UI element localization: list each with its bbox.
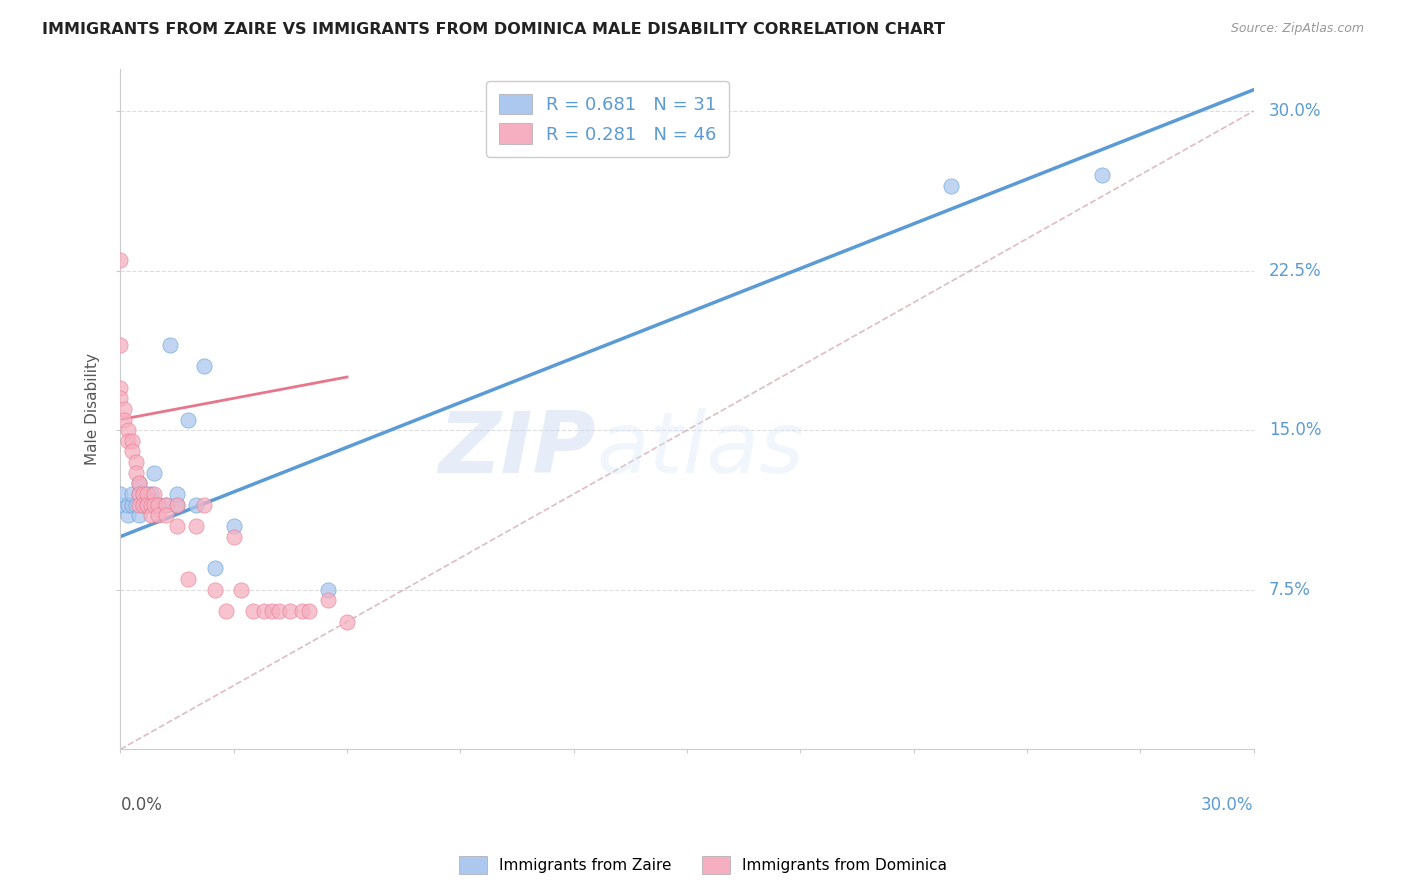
Point [139,498,162,512]
Text: 30.0%: 30.0% [1268,102,1322,120]
Point [143,498,166,512]
Point [121,444,143,458]
Point [231,582,253,597]
Point [128,487,150,501]
Point [128,476,150,491]
Text: 7.5%: 7.5% [1268,581,1310,599]
Point [177,572,200,586]
Point [204,582,226,597]
Point [267,604,290,618]
Point [110,487,132,501]
Point [143,487,166,501]
Point [166,487,188,501]
Point [148,498,170,512]
Point [128,508,150,523]
Point [112,401,135,416]
Point [316,582,339,597]
Point [135,498,157,512]
Point [215,604,238,618]
Y-axis label: Male Disability: Male Disability [86,353,100,465]
Point [204,561,226,575]
Point [298,604,321,618]
Point [1091,168,1114,182]
Point [148,498,170,512]
Point [135,487,157,501]
Point [193,359,215,374]
Point [148,498,170,512]
Point [166,519,188,533]
Point [139,508,162,523]
Point [110,252,132,267]
Text: 15.0%: 15.0% [1268,421,1322,439]
Point [121,434,143,448]
Point [124,455,146,469]
Text: IMMIGRANTS FROM ZAIRE VS IMMIGRANTS FROM DOMINICA MALE DISABILITY CORRELATION CH: IMMIGRANTS FROM ZAIRE VS IMMIGRANTS FROM… [42,22,945,37]
Point [222,519,245,533]
Point [121,487,143,501]
Point [117,434,139,448]
Legend: Immigrants from Zaire, Immigrants from Dominica: Immigrants from Zaire, Immigrants from D… [453,850,953,880]
Point [110,338,132,352]
Point [132,498,155,512]
Point [132,498,155,512]
Text: 30.0%: 30.0% [1201,797,1254,814]
Text: atlas: atlas [596,409,804,491]
Point [110,498,132,512]
Point [291,604,314,618]
Point [128,476,150,491]
Point [316,593,339,607]
Point [135,498,157,512]
Point [155,508,177,523]
Point [132,487,155,501]
Point [166,498,188,512]
Point [117,423,139,437]
Point [222,530,245,544]
Point [280,604,302,618]
Text: 0.0%: 0.0% [121,797,162,814]
Point [941,178,963,193]
Point [135,498,157,512]
Point [124,498,146,512]
Point [135,487,157,501]
Point [110,381,132,395]
Point [253,604,276,618]
Point [336,615,359,629]
Point [193,498,215,512]
Point [124,466,146,480]
Point [112,412,135,426]
Point [177,412,200,426]
Legend: R = 0.681   N = 31, R = 0.281   N = 46: R = 0.681 N = 31, R = 0.281 N = 46 [486,81,728,157]
Point [148,508,170,523]
Point [166,498,188,512]
Point [155,498,177,512]
Point [117,508,139,523]
Text: 22.5%: 22.5% [1268,261,1322,279]
Point [121,498,143,512]
Point [128,487,150,501]
Point [132,487,155,501]
Point [184,519,207,533]
Text: Source: ZipAtlas.com: Source: ZipAtlas.com [1230,22,1364,36]
Point [117,498,139,512]
Point [139,487,162,501]
Point [159,338,181,352]
Point [143,466,166,480]
Point [242,604,264,618]
Point [155,498,177,512]
Point [110,392,132,406]
Point [128,498,150,512]
Point [139,498,162,512]
Point [184,498,207,512]
Text: ZIP: ZIP [439,409,596,491]
Point [260,604,283,618]
